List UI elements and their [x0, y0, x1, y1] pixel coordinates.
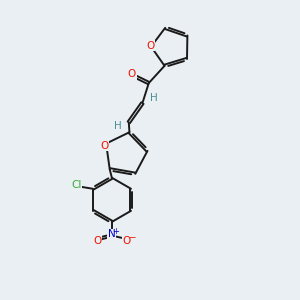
- Text: O: O: [128, 69, 136, 79]
- Text: N: N: [108, 230, 116, 239]
- Text: −: −: [128, 232, 136, 242]
- Text: H: H: [149, 93, 157, 103]
- Text: Cl: Cl: [71, 179, 82, 190]
- Text: O: O: [146, 40, 154, 50]
- Text: H: H: [114, 121, 122, 131]
- Text: O: O: [100, 141, 108, 151]
- Text: O: O: [122, 236, 131, 246]
- Text: O: O: [94, 236, 102, 246]
- Text: +: +: [112, 227, 119, 236]
